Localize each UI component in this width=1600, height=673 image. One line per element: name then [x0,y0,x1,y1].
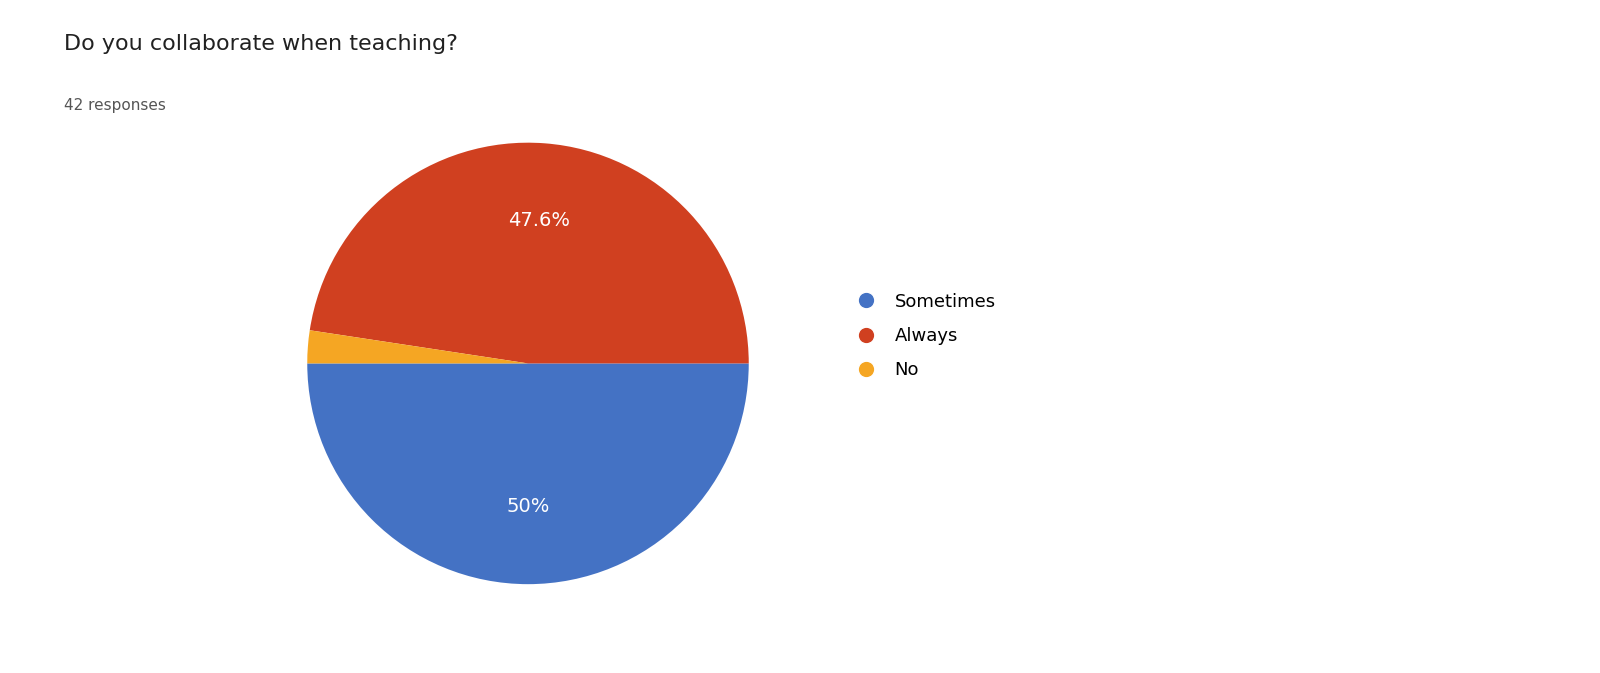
Text: 50%: 50% [506,497,550,516]
Wedge shape [310,143,749,363]
Text: Do you collaborate when teaching?: Do you collaborate when teaching? [64,34,458,54]
Text: 42 responses: 42 responses [64,98,166,112]
Text: 47.6%: 47.6% [507,211,570,230]
Legend: Sometimes, Always, No: Sometimes, Always, No [840,285,1003,386]
Wedge shape [307,330,528,363]
Wedge shape [307,363,749,584]
